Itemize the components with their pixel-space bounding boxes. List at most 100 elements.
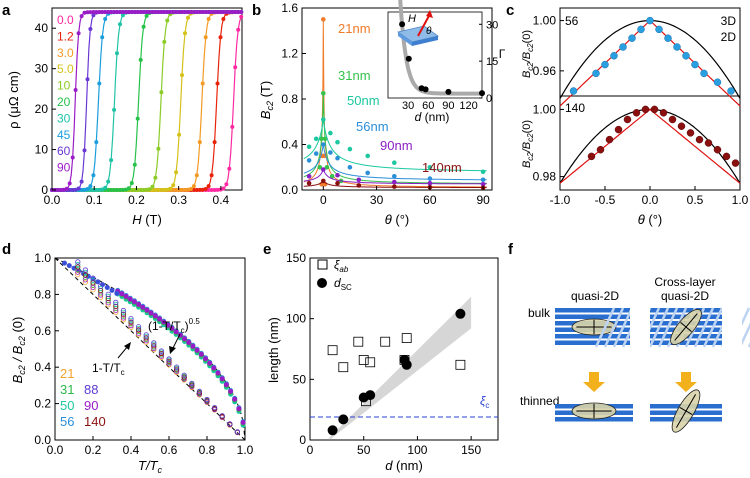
rho-point <box>215 187 220 192</box>
rho-point <box>239 10 244 14</box>
panel-b-inset: H θ 30 60 90 120 0 15 30 d (nm) Γ <box>387 0 506 124</box>
rho-curve-1.2 <box>52 11 242 191</box>
d-open-point <box>90 275 96 281</box>
legend-angle-90: 90 <box>57 161 71 175</box>
d-open-point <box>174 366 180 372</box>
d-filled-point <box>236 406 242 412</box>
d-filled-point <box>114 290 120 296</box>
rho-point <box>183 187 187 192</box>
c-point <box>605 135 614 144</box>
rho-point <box>194 188 199 192</box>
rho-point <box>79 179 84 184</box>
rho-point <box>120 10 125 14</box>
panel-d-annot-lin-arrow <box>117 345 129 359</box>
d-open-point <box>113 305 119 311</box>
rho-point <box>159 10 164 14</box>
panel-c-chart: 0.96 1.00 0.98 1.00 -1.0 -0.5 0.0 0.5 1.0 56 140… <box>521 7 749 227</box>
panel-e-ylabel: length (nm) <box>266 317 281 383</box>
legend-angle-30: 30 <box>57 111 71 125</box>
rho-point <box>221 186 226 191</box>
bc2-point <box>356 183 362 188</box>
y-tick-label: 0 <box>41 183 48 197</box>
rho-point <box>188 187 193 191</box>
rho-point <box>188 10 193 14</box>
d-open-point <box>136 327 142 333</box>
rho-point <box>171 183 176 188</box>
rho-point <box>88 10 93 15</box>
rho-point <box>209 10 214 14</box>
d-filled-point <box>123 293 129 299</box>
bc2-point <box>347 165 353 170</box>
rho-point <box>171 188 176 192</box>
d-open-point <box>113 307 119 313</box>
rho-point <box>165 10 170 14</box>
rho-point <box>174 10 179 14</box>
inset-point <box>422 86 429 93</box>
rho-point <box>138 10 143 14</box>
rho-point <box>132 10 137 14</box>
mask <box>630 306 650 349</box>
bc2-point <box>335 180 340 186</box>
x-tick-label: 0.8 <box>199 443 216 457</box>
rho-point <box>200 187 205 192</box>
panel-label-b: b <box>252 2 261 19</box>
c-point <box>691 60 699 69</box>
bc2-point <box>427 176 433 181</box>
d-open-point <box>128 317 134 323</box>
rho-point <box>109 188 114 192</box>
d-filled-point <box>223 382 229 388</box>
series-label-21nm: 21nm <box>338 21 371 36</box>
d-open-point <box>128 315 134 322</box>
d-open-point <box>143 338 149 344</box>
rho-point <box>88 184 93 189</box>
rho-point <box>236 10 241 14</box>
rho-point <box>206 10 211 14</box>
y-tick-label: 0.0 <box>34 433 51 447</box>
d-open-point <box>189 380 195 386</box>
rho-point <box>197 187 202 192</box>
layer-stripe <box>650 340 722 345</box>
d-filled-point <box>190 343 196 349</box>
rho-point <box>109 158 114 163</box>
rho-point <box>138 57 143 62</box>
x-tick-label: 0 <box>320 193 327 207</box>
panel-b-xlabel: θ (°) <box>385 212 410 227</box>
rho-point <box>215 81 220 86</box>
rho-point <box>141 24 146 29</box>
bc2-point <box>347 146 353 152</box>
panel-c-bottom-label: 140 <box>565 101 585 115</box>
rho-point <box>103 17 108 21</box>
panel-e-legend-xi: ξab <box>334 258 349 274</box>
d-filled-point <box>228 388 234 394</box>
thinning-arrow-icon <box>675 372 697 392</box>
c-point <box>655 25 663 34</box>
x-tick-label: 0.2 <box>85 443 102 457</box>
x-tick-label: 90 <box>476 193 490 207</box>
y-tick-label: 0.6 <box>34 324 51 338</box>
rho-point <box>206 17 211 21</box>
y-tick-label: 0 <box>299 433 306 447</box>
legend-angle-20: 20 <box>57 95 71 109</box>
legend-31: 31 <box>60 382 74 397</box>
c-point <box>628 34 636 42</box>
series-label-56nm: 56nm <box>356 119 389 134</box>
d-open-point <box>136 328 142 335</box>
d-filled-point <box>219 376 225 382</box>
c-point <box>637 25 645 34</box>
rho-point <box>94 140 99 145</box>
series-label-90nm: 90nm <box>380 138 413 153</box>
d-filled-point <box>161 319 167 325</box>
y-tick-label: 30 <box>35 62 49 76</box>
d-filled-point <box>194 347 200 353</box>
rho-point <box>88 27 93 31</box>
rho-point <box>115 10 119 14</box>
rho-point <box>203 35 208 40</box>
y-tick-label: 0.8 <box>281 92 298 106</box>
panel-d-annot-lin-arrowhead <box>124 342 131 350</box>
rho-point <box>180 188 184 192</box>
x-tick-label: 1.0 <box>732 193 749 207</box>
rho-point <box>103 10 108 14</box>
rho-point <box>236 27 241 32</box>
d-filled-point <box>152 313 158 319</box>
d-open-point <box>136 332 142 338</box>
